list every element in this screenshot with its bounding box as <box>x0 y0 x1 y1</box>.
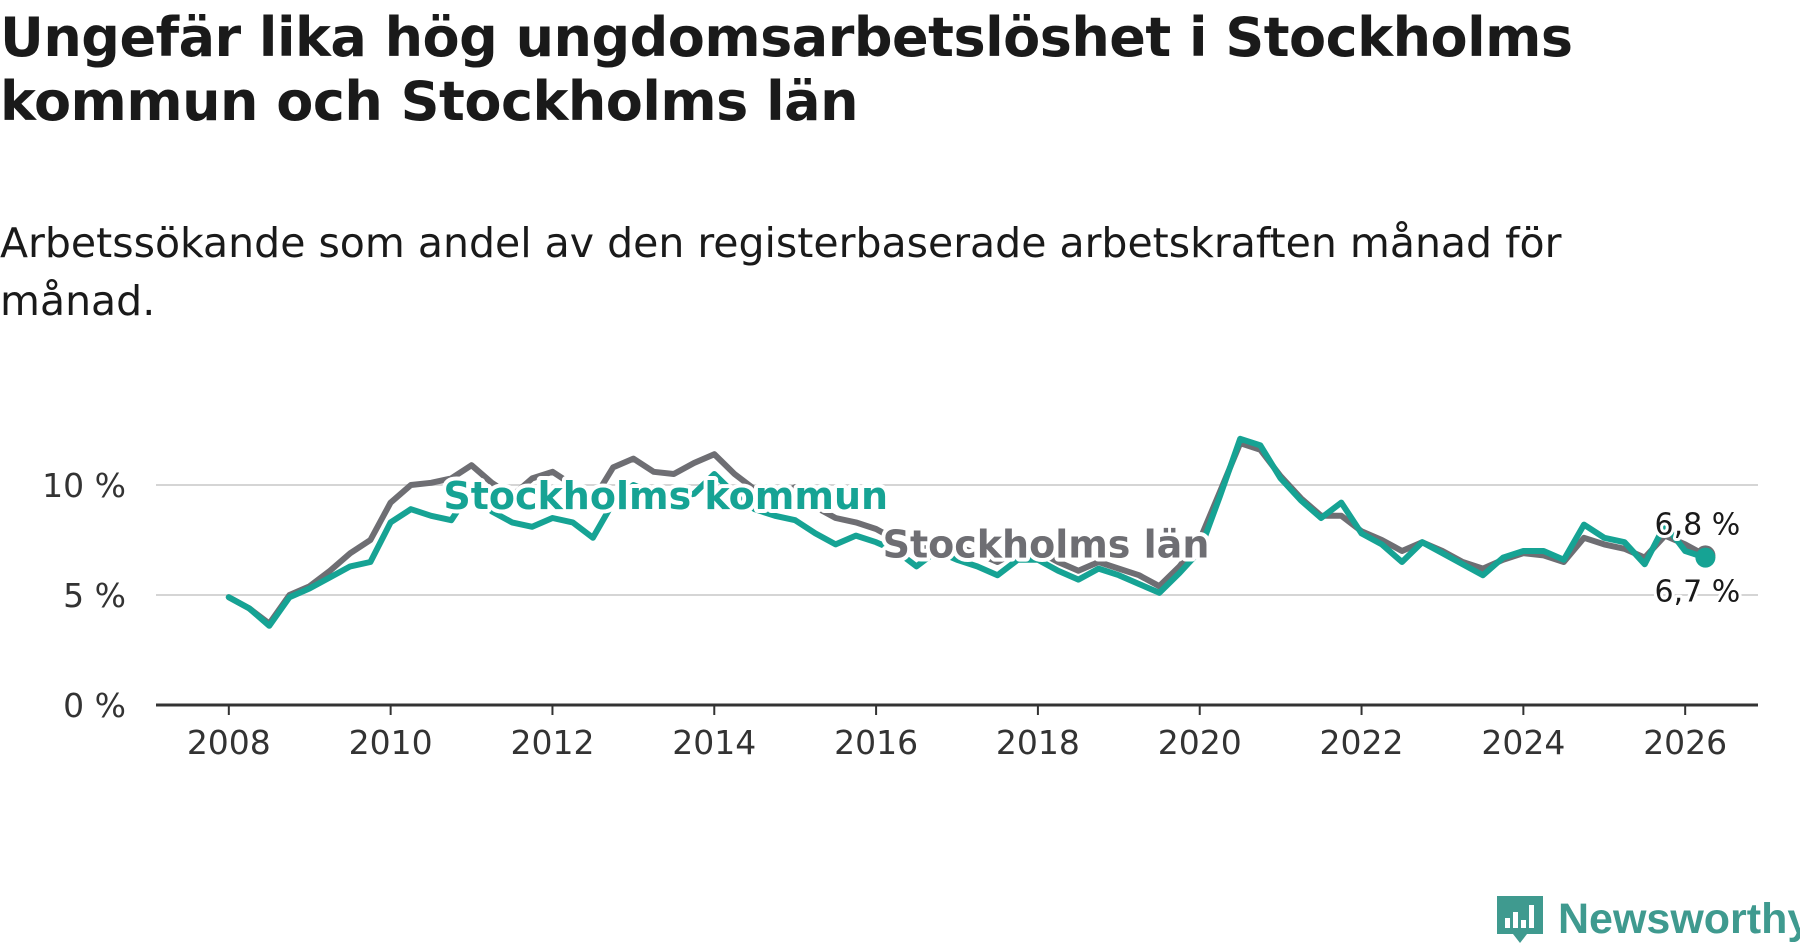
x-tick-label: 2012 <box>510 723 594 762</box>
x-tick-label: 2020 <box>1158 723 1242 762</box>
x-tick-label: 2026 <box>1643 723 1727 762</box>
x-tick-label: 2024 <box>1481 723 1565 762</box>
x-tick-label: 2016 <box>834 723 918 762</box>
x-tick-label: 2014 <box>672 723 756 762</box>
series-lines <box>225 435 1716 629</box>
y-tick-label: 10 % <box>42 466 126 505</box>
y-tick-label: 0 % <box>63 686 126 725</box>
x-tick-label: 2022 <box>1320 723 1404 762</box>
newsworthy-logo: Newsworthy <box>1494 888 1800 950</box>
chart-subtitle: Arbetssökande som andel av den registerb… <box>0 219 1562 325</box>
end-value-label-stockholms-l-n: 6,8 % <box>1655 507 1741 542</box>
y-axis-ticks: 0 % 5 % 10 % <box>42 466 126 725</box>
series-line-stockholms-kommun <box>225 435 1709 629</box>
series-labels: Stockholms län Stockholms kommun 6,8 % 6,7 … <box>439 470 1743 612</box>
x-tick-label: 2008 <box>187 723 271 762</box>
x-axis: 2008 2010 2012 2014 2016 2018 2020 2022 2024 2026 <box>156 703 1758 762</box>
series-end-marker-stockholms-kommun <box>1695 547 1716 568</box>
y-tick-label: 5 % <box>63 576 126 615</box>
series-label-stockholms-kommun: Stockholms kommun <box>443 474 888 518</box>
end-value-label-stockholms-kommun: 6,7 % <box>1655 575 1741 610</box>
chart-title: Ungefär lika hög ungdomsarbetslöshet i S… <box>0 6 1573 133</box>
x-tick-label: 2010 <box>349 723 433 762</box>
bar-chart-speech-bubble-icon <box>1497 896 1543 943</box>
x-tick-label: 2018 <box>996 723 1080 762</box>
brand-name: Newsworthy <box>1558 894 1800 943</box>
series-label-stockholms-l-n: Stockholms län <box>883 523 1210 567</box>
